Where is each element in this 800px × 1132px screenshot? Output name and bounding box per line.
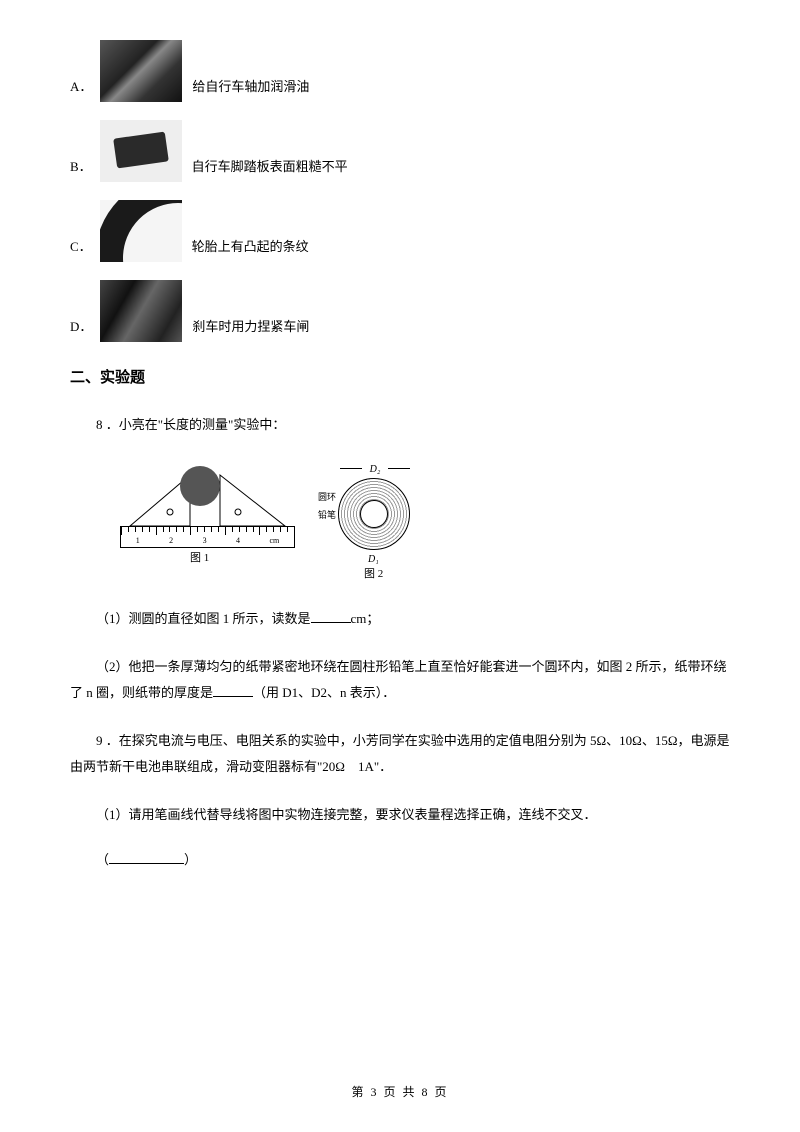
option-b-text: 自行车脚踏板表面粗糙不平: [192, 157, 348, 182]
q8-diagram: 1 2 3 4 cm 图 1 D₂ 圆环 铅笔 D₁ 图 2: [120, 460, 730, 580]
fig2-label: 图 2: [364, 566, 383, 584]
ruler-numbers: 1 2 3 4 cm: [121, 535, 294, 548]
figure-2: D₂ 圆环 铅笔 D₁ 图 2: [320, 460, 430, 580]
option-d-text: 刹车时用力捏紧车闸: [192, 317, 309, 342]
option-d-image: [100, 280, 182, 342]
blank-input[interactable]: [311, 609, 351, 623]
q9-answer-paren: （）: [70, 850, 730, 871]
option-d-letter: D．: [70, 317, 92, 342]
ring-inner-icon: [360, 500, 388, 528]
q9-stem: 9 ．在探究电流与电压、电阻关系的实验中，小芳同学在实验中选用的定值电阻分别为 …: [70, 728, 730, 780]
figure-1: 1 2 3 4 cm 图 1: [120, 460, 300, 570]
q8-stem: 8 ．小亮在"长度的测量"实验中：: [70, 412, 730, 438]
ruler-icon: 1 2 3 4 cm: [120, 526, 295, 548]
ring-label-1: 圆环: [316, 490, 338, 504]
option-c-image: [100, 200, 182, 262]
option-a-letter: A．: [70, 77, 92, 102]
q8-part1: （1）测圆的直径如图 1 所示，读数是cm；: [70, 606, 730, 632]
d2-label: D₂: [340, 462, 410, 478]
section-heading-2: 二、实验题: [70, 366, 730, 390]
q9-part1: （1）请用笔画线代替导线将图中实物连接完整，要求仪表量程选择正确，连线不交叉．: [70, 802, 730, 828]
option-a-image: [100, 40, 182, 102]
ring-label-2: 铅笔: [316, 508, 338, 522]
option-b-image: [100, 120, 182, 182]
ball-icon: [180, 466, 220, 506]
option-c-letter: C．: [70, 237, 92, 262]
option-b-letter: B．: [70, 157, 92, 182]
option-a-text: 给自行车轴加润滑油: [192, 77, 309, 102]
blank-input[interactable]: [213, 683, 253, 697]
page-footer: 第 3 页 共 8 页: [0, 1083, 800, 1102]
q8-part2: （2）他把一条厚薄均匀的纸带紧密地环绕在圆柱形铅笔上直至恰好能套进一个圆环内，如…: [70, 654, 730, 706]
option-c-text: 轮胎上有凸起的条纹: [192, 237, 309, 262]
fig1-label: 图 1: [190, 550, 209, 568]
blank-input[interactable]: [109, 850, 184, 864]
